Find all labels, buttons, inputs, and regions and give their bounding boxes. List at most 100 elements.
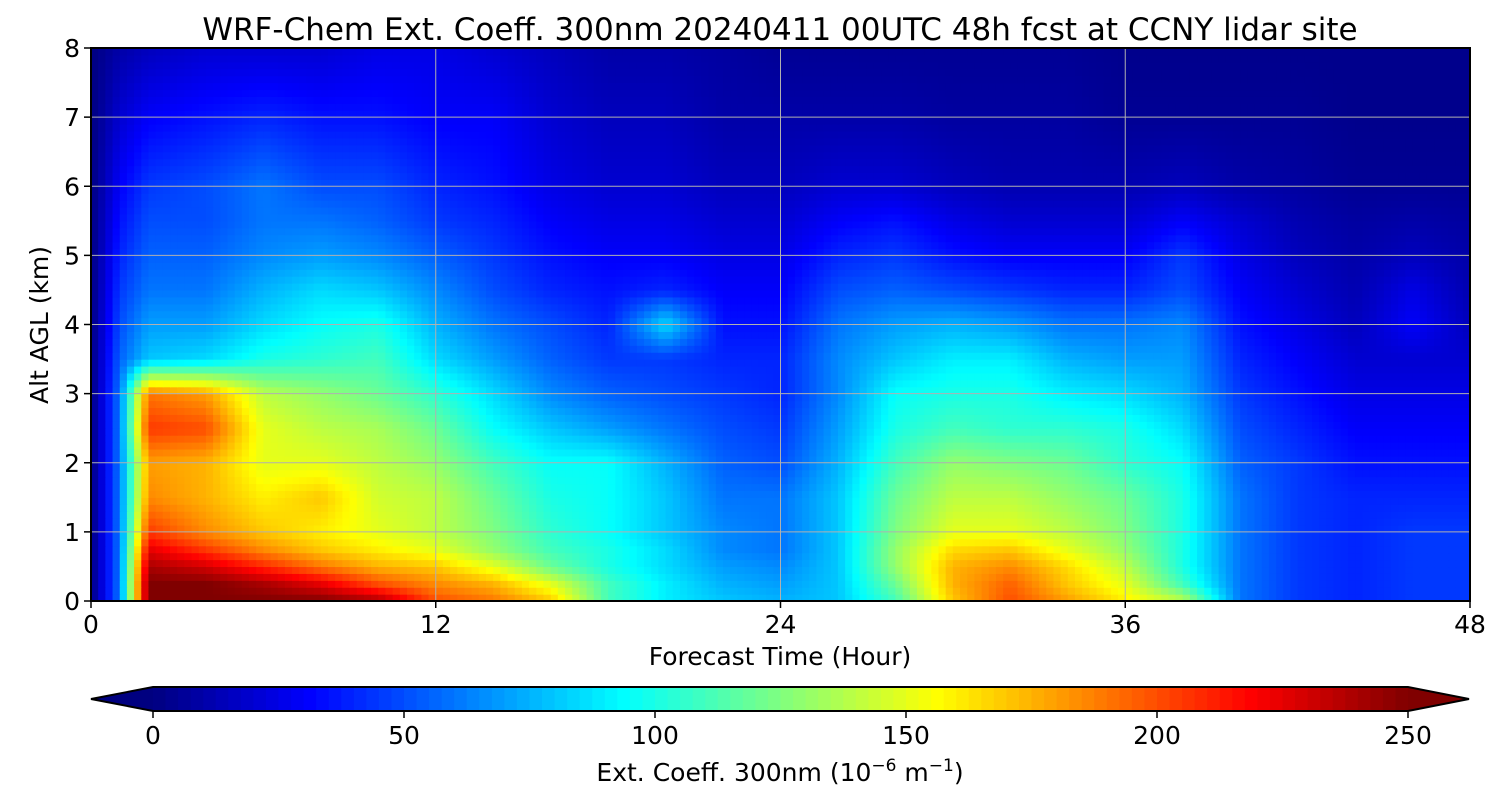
heatmap-cell — [493, 504, 501, 512]
heatmap-cell — [536, 490, 545, 498]
heatmap-cell — [1074, 545, 1083, 554]
heatmap-cell — [586, 559, 595, 568]
heatmap-cell — [909, 531, 918, 540]
heatmap-cell — [924, 435, 932, 443]
heatmap-cell — [1369, 552, 1378, 561]
heatmap-cell — [349, 552, 358, 561]
heatmap-cell — [270, 573, 279, 581]
heatmap-cell — [263, 538, 272, 547]
heatmap-cell — [1319, 545, 1327, 554]
heatmap-cell — [708, 552, 717, 561]
heatmap-cell — [1383, 531, 1392, 540]
heatmap-cell — [493, 483, 501, 491]
heatmap-cell — [1110, 469, 1119, 478]
heatmap-cell — [392, 483, 401, 491]
heatmap-cell — [241, 469, 250, 478]
heatmap-cell — [1175, 462, 1184, 471]
heatmap-cell — [1419, 524, 1428, 533]
heatmap-cell — [931, 435, 940, 443]
heatmap-cell — [320, 594, 329, 601]
heatmap-cell — [888, 476, 897, 485]
heatmap-cell — [888, 518, 897, 526]
heatmap-cell — [593, 559, 602, 568]
heatmap-cell — [284, 566, 293, 574]
heatmap-cell — [126, 524, 135, 533]
heatmap-cell — [1110, 448, 1119, 457]
heatmap-cell — [1039, 580, 1047, 588]
heatmap-cell — [141, 435, 150, 443]
heatmap-cell — [823, 504, 832, 512]
heatmap-cell — [155, 580, 164, 588]
heatmap-cell — [464, 545, 473, 554]
heatmap-cell — [328, 421, 336, 429]
heatmap-cell — [651, 518, 659, 526]
heatmap-cell — [809, 524, 818, 533]
heatmap-cell — [249, 455, 257, 464]
heatmap-cell — [1297, 455, 1306, 464]
heatmap-cell — [342, 448, 351, 457]
heatmap-cell — [284, 538, 293, 547]
heatmap-cell — [521, 476, 530, 485]
heatmap-cell — [687, 524, 695, 533]
heatmap-cell — [565, 559, 573, 568]
heatmap-cell — [1046, 462, 1055, 471]
heatmap-cell — [730, 531, 738, 540]
heatmap-cell — [924, 552, 932, 561]
heatmap-cell — [198, 587, 207, 595]
heatmap-cell — [399, 518, 408, 526]
heatmap-cell — [292, 435, 300, 443]
heatmap-cell — [988, 490, 997, 498]
heatmap-cell — [945, 573, 954, 581]
heatmap-cell — [852, 594, 861, 601]
heatmap-cell — [1096, 566, 1105, 574]
heatmap-cell — [1347, 518, 1356, 526]
heatmap-cell — [1261, 448, 1270, 457]
heatmap-cell — [1003, 552, 1011, 561]
heatmap-cell — [1398, 559, 1406, 568]
heatmap-cell — [320, 559, 329, 568]
heatmap-cell — [292, 566, 300, 574]
heatmap-cell — [1448, 511, 1457, 519]
heatmap-cell — [622, 435, 631, 443]
heatmap-cell — [924, 545, 932, 554]
heatmap-cell — [816, 566, 825, 574]
heatmap-cell — [292, 524, 300, 533]
heatmap-cell — [342, 580, 351, 588]
heatmap-cell — [1060, 573, 1069, 581]
heatmap-cell — [701, 559, 710, 568]
heatmap-cell — [249, 545, 257, 554]
heatmap-cell — [873, 448, 882, 457]
heatmap-cell — [1441, 462, 1450, 471]
heatmap-cell — [687, 580, 695, 588]
heatmap-cell — [1426, 497, 1435, 505]
heatmap-cell — [615, 531, 624, 540]
heatmap-cell — [1290, 469, 1299, 478]
heatmap-cell — [1139, 462, 1148, 471]
heatmap-cell — [442, 421, 451, 429]
heatmap-cell — [356, 580, 365, 588]
heatmap-cell — [1347, 497, 1356, 505]
heatmap-cell — [191, 435, 200, 443]
heatmap-cell — [1225, 462, 1234, 471]
heatmap-cell — [902, 552, 911, 561]
heatmap-cell — [392, 566, 401, 574]
heatmap-cell — [981, 462, 990, 471]
heatmap-cell — [938, 538, 947, 547]
heatmap-cell — [320, 442, 329, 450]
heatmap-cell — [1347, 559, 1356, 568]
heatmap-cell — [744, 573, 753, 581]
heatmap-cell — [428, 518, 437, 526]
heatmap-cell — [392, 580, 401, 588]
heatmap-cell — [1103, 469, 1112, 478]
heatmap-cell — [1125, 504, 1134, 512]
heatmap-cell — [478, 448, 487, 457]
heatmap-cell — [134, 580, 142, 588]
heatmap-cell — [227, 476, 236, 485]
heatmap-cell — [830, 504, 839, 512]
heatmap-cell — [1311, 573, 1320, 581]
heatmap-cell — [830, 587, 839, 595]
heatmap-cell — [852, 538, 861, 547]
heatmap-cell — [177, 490, 185, 498]
heatmap-cell — [672, 552, 681, 561]
heatmap-cell — [600, 490, 609, 498]
